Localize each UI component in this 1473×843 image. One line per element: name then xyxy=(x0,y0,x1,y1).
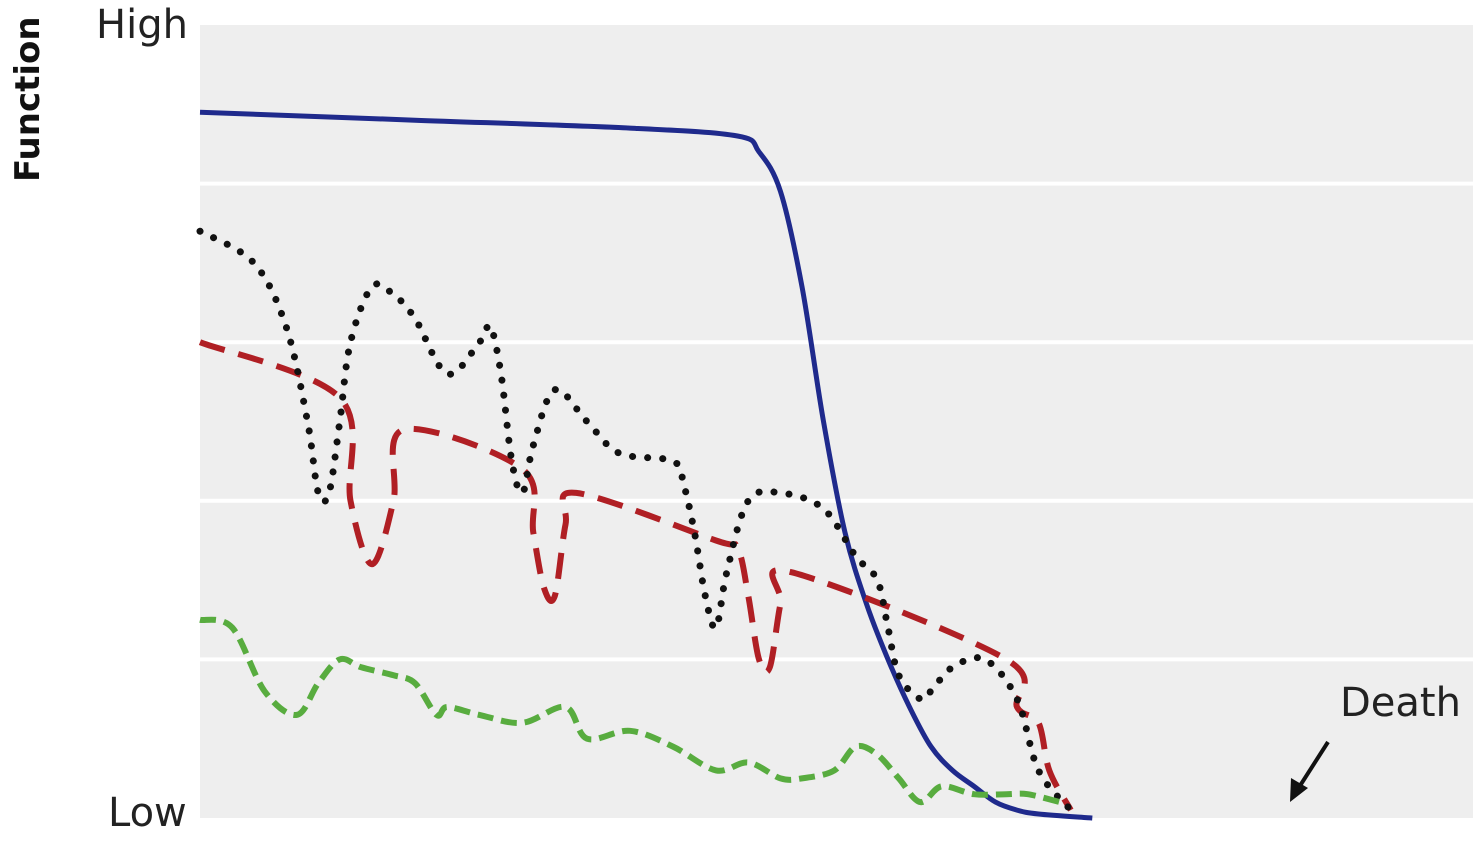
series-line-dotted-black xyxy=(196,227,1075,814)
y-axis-label: Function xyxy=(8,16,48,182)
gridlines xyxy=(200,181,1473,662)
y-tick-high: High xyxy=(96,2,188,48)
series-line-dashed-green xyxy=(199,616,1061,806)
death-arrow xyxy=(1290,740,1330,802)
series-line-dashed-red xyxy=(198,339,1074,812)
death-annotation: Death xyxy=(1340,680,1461,726)
y-tick-low: Low xyxy=(108,790,187,836)
plot-background xyxy=(200,25,1473,818)
series-lines xyxy=(196,109,1093,821)
